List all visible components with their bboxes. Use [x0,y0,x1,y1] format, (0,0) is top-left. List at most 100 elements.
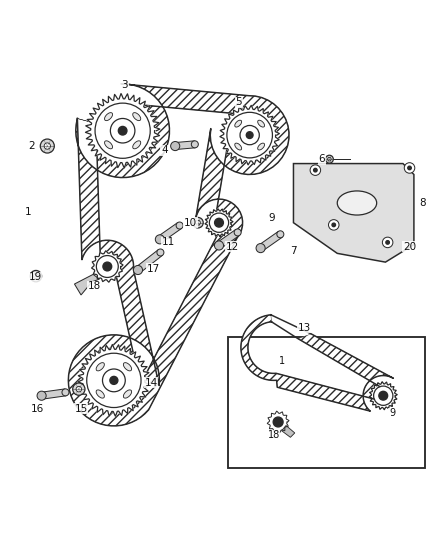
Circle shape [118,126,127,135]
Ellipse shape [258,143,265,150]
Circle shape [328,157,331,161]
Text: 8: 8 [419,198,426,208]
Text: 12: 12 [226,242,239,252]
Circle shape [196,220,200,225]
Text: 15: 15 [74,404,88,414]
Text: 5: 5 [235,97,242,107]
Circle shape [382,237,393,248]
Bar [228,336,425,468]
Text: 18: 18 [88,281,101,291]
Ellipse shape [133,141,141,149]
Text: 3: 3 [121,80,128,90]
Text: 19: 19 [28,272,42,282]
Text: 6: 6 [318,154,325,164]
Polygon shape [258,231,283,251]
Circle shape [95,103,150,158]
Circle shape [386,241,389,244]
Circle shape [155,235,164,244]
Circle shape [62,389,69,396]
Polygon shape [220,106,279,165]
Circle shape [310,165,321,175]
Ellipse shape [96,390,104,398]
Polygon shape [136,250,162,273]
Circle shape [328,220,339,230]
Ellipse shape [124,362,132,371]
Circle shape [37,391,46,400]
Circle shape [209,213,229,232]
Circle shape [103,262,112,271]
Polygon shape [267,411,289,433]
Circle shape [87,353,141,408]
Text: 18: 18 [268,430,280,440]
Polygon shape [158,223,182,242]
Circle shape [215,241,223,250]
Text: 1: 1 [25,207,32,217]
Text: 4: 4 [161,146,168,156]
Circle shape [157,249,164,256]
Circle shape [191,141,198,148]
Polygon shape [74,274,99,295]
Circle shape [134,265,142,274]
Circle shape [110,376,118,384]
Circle shape [256,244,265,253]
Text: 20: 20 [403,242,416,252]
Text: 9: 9 [268,213,275,223]
Text: 13: 13 [298,323,311,333]
Circle shape [176,222,183,229]
Ellipse shape [235,143,242,150]
Ellipse shape [105,141,113,149]
Text: 2: 2 [28,141,35,151]
Circle shape [171,141,180,151]
Circle shape [102,369,125,392]
Polygon shape [175,141,195,150]
Circle shape [277,231,284,238]
Text: 9: 9 [389,408,395,418]
Circle shape [227,112,272,158]
Circle shape [73,383,85,395]
Polygon shape [217,230,240,248]
Circle shape [374,386,393,405]
Text: 11: 11 [162,237,175,247]
Ellipse shape [337,191,377,215]
Circle shape [408,166,411,169]
Text: 1: 1 [279,356,286,366]
Circle shape [110,118,135,143]
Circle shape [234,229,241,236]
Polygon shape [205,209,233,237]
Text: 14: 14 [145,377,158,387]
Circle shape [314,168,317,172]
Text: 16: 16 [31,404,44,414]
Circle shape [30,270,42,282]
Polygon shape [85,93,160,168]
Polygon shape [78,344,150,416]
Circle shape [76,386,81,392]
Circle shape [193,217,203,228]
Polygon shape [92,251,123,282]
Ellipse shape [124,390,132,398]
Polygon shape [282,425,295,437]
Ellipse shape [235,120,242,127]
Circle shape [33,273,39,279]
Text: 10: 10 [184,217,197,228]
Circle shape [215,219,223,227]
Ellipse shape [96,362,104,371]
Circle shape [246,132,253,139]
Circle shape [332,223,336,227]
Circle shape [379,391,388,400]
Ellipse shape [105,112,113,120]
Polygon shape [41,389,66,399]
Text: 17: 17 [147,264,160,273]
Circle shape [40,139,54,153]
Circle shape [96,255,118,278]
Circle shape [325,155,333,163]
Circle shape [404,163,415,173]
Ellipse shape [258,120,265,127]
Polygon shape [68,84,289,426]
Ellipse shape [133,112,141,120]
Circle shape [273,417,283,427]
Circle shape [44,143,50,149]
Polygon shape [241,315,393,411]
Polygon shape [293,164,414,262]
Text: 7: 7 [290,246,297,256]
Circle shape [240,125,259,145]
